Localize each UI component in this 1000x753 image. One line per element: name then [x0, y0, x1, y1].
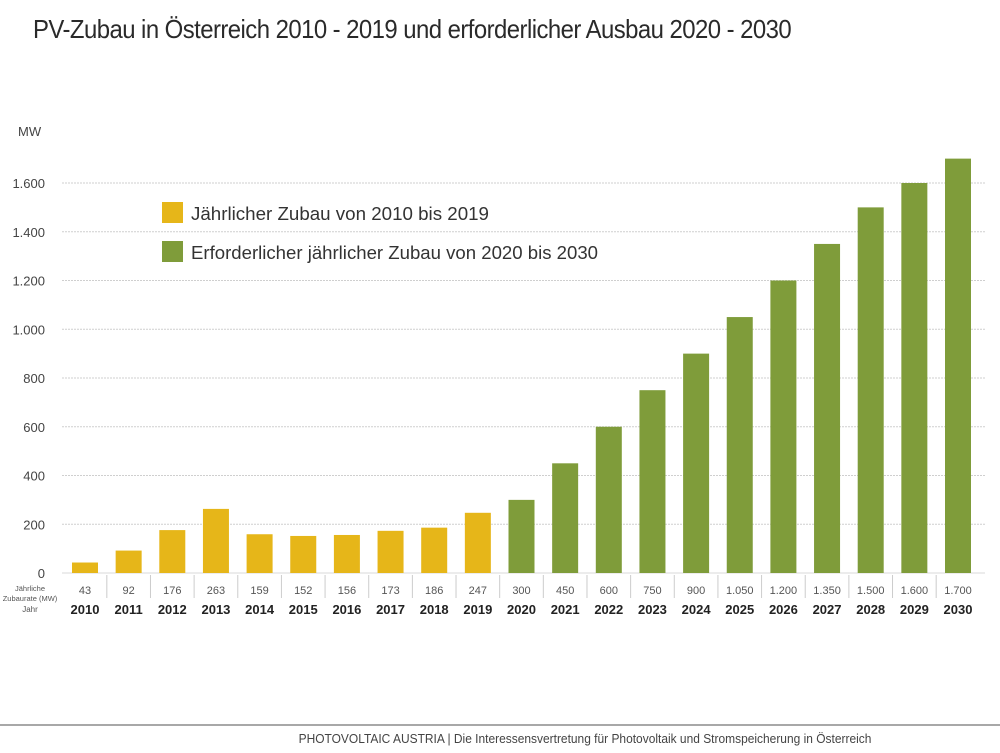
value-label: 173: [381, 585, 399, 597]
bar-required-2020: [508, 499, 535, 573]
year-label: 2022: [594, 602, 623, 617]
bar-required-2025: [726, 317, 753, 573]
year-label: 2016: [332, 602, 361, 617]
bar-required-2029: [901, 183, 928, 573]
y-tick-label: 1.000: [12, 322, 45, 337]
value-label: 156: [338, 585, 356, 597]
bar-required-2026: [770, 280, 797, 573]
year-label: 2017: [376, 602, 405, 617]
bar-historic-2018: [421, 527, 448, 573]
bar-historic-2013: [202, 508, 229, 573]
year-label: 2013: [201, 602, 230, 617]
y-tick-label: 1.600: [12, 176, 45, 191]
y-tick-label: 400: [23, 469, 45, 484]
year-label: 2020: [507, 602, 536, 617]
year-label: 2029: [900, 602, 929, 617]
bar-required-2021: [552, 463, 579, 573]
year-label: 2030: [944, 602, 973, 617]
bar-historic-2017: [377, 530, 404, 573]
value-label: 1.050: [726, 585, 754, 597]
value-label: 1.350: [813, 585, 841, 597]
year-label: 2010: [71, 602, 100, 617]
year-label: 2023: [638, 602, 667, 617]
value-label: 43: [79, 585, 91, 597]
legend-label-historic: Jährlicher Zubau von 2010 bis 2019: [191, 204, 489, 224]
y-tick-label: 600: [23, 420, 45, 435]
row-label-values-2: Zubaurate (MW): [3, 594, 58, 603]
chart-title: PV-Zubau in Österreich 2010 - 2019 und e…: [33, 14, 792, 44]
bar-required-2024: [683, 353, 710, 573]
legend-swatch-historic: [162, 202, 183, 223]
year-label: 2019: [463, 602, 492, 617]
bar-chart: 0 200 400 600 800 1.000 1.200 1.400 1.600 MW Jäh…: [3, 124, 985, 617]
legend-label-required: Erforderlicher jährlicher Zubau von 2020…: [191, 243, 598, 263]
value-label: 1.700: [944, 585, 972, 597]
value-label: 152: [294, 585, 312, 597]
year-label: 2027: [813, 602, 842, 617]
row-label-values-1: Jährliche: [15, 584, 45, 593]
year-label: 2014: [245, 602, 275, 617]
bar-required-2022: [595, 426, 622, 573]
year-label: 2015: [289, 602, 318, 617]
year-label: 2028: [856, 602, 885, 617]
value-label: 247: [469, 585, 487, 597]
y-tick-label: 1.200: [12, 274, 45, 289]
value-label: 92: [123, 585, 135, 597]
footer-text: PHOTOVOLTAIC AUSTRIA | Die Interessensve…: [298, 731, 872, 746]
value-label: 750: [643, 585, 661, 597]
value-label: 1.200: [770, 585, 798, 597]
year-label: 2025: [725, 602, 754, 617]
y-tick-label: 0: [38, 566, 45, 581]
y-axis: 0 200 400 600 800 1.000 1.200 1.400 1.600: [12, 176, 45, 581]
year-label: 2018: [420, 602, 449, 617]
bar-historic-2014: [246, 534, 273, 573]
footer-divider: [0, 724, 1000, 726]
year-label: 2012: [158, 602, 187, 617]
bar-historic-2012: [159, 530, 186, 573]
bar-historic-2015: [290, 535, 317, 573]
year-label: 2024: [682, 602, 712, 617]
year-label: 2026: [769, 602, 798, 617]
value-label: 450: [556, 585, 574, 597]
bar-required-2023: [639, 390, 666, 573]
bar-historic-2016: [333, 534, 360, 573]
year-label: 2021: [551, 602, 580, 617]
y-tick-label: 1.400: [12, 225, 45, 240]
bars: [72, 158, 971, 573]
legend: Jährlicher Zubau von 2010 bis 2019 Erford…: [162, 202, 598, 263]
value-label: 900: [687, 585, 705, 597]
value-label: 159: [250, 585, 268, 597]
value-label: 1.500: [857, 585, 885, 597]
value-label: 186: [425, 585, 443, 597]
year-label: 2011: [115, 602, 143, 617]
bar-historic-2010: [72, 562, 98, 573]
row-label-year: Jahr: [22, 605, 38, 614]
legend-swatch-required: [162, 241, 183, 262]
y-tick-label: 200: [23, 517, 45, 532]
bar-required-2028: [857, 207, 884, 573]
bar-historic-2019: [464, 512, 491, 573]
bar-required-2030: [945, 158, 971, 573]
bar-required-2027: [814, 243, 841, 573]
value-label: 300: [512, 585, 530, 597]
y-axis-label: MW: [18, 124, 42, 139]
value-label: 263: [207, 585, 225, 597]
value-label: 1.600: [901, 585, 929, 597]
value-label: 176: [163, 585, 181, 597]
value-label: 600: [600, 585, 618, 597]
y-tick-label: 800: [23, 371, 45, 386]
bar-historic-2011: [115, 550, 142, 573]
